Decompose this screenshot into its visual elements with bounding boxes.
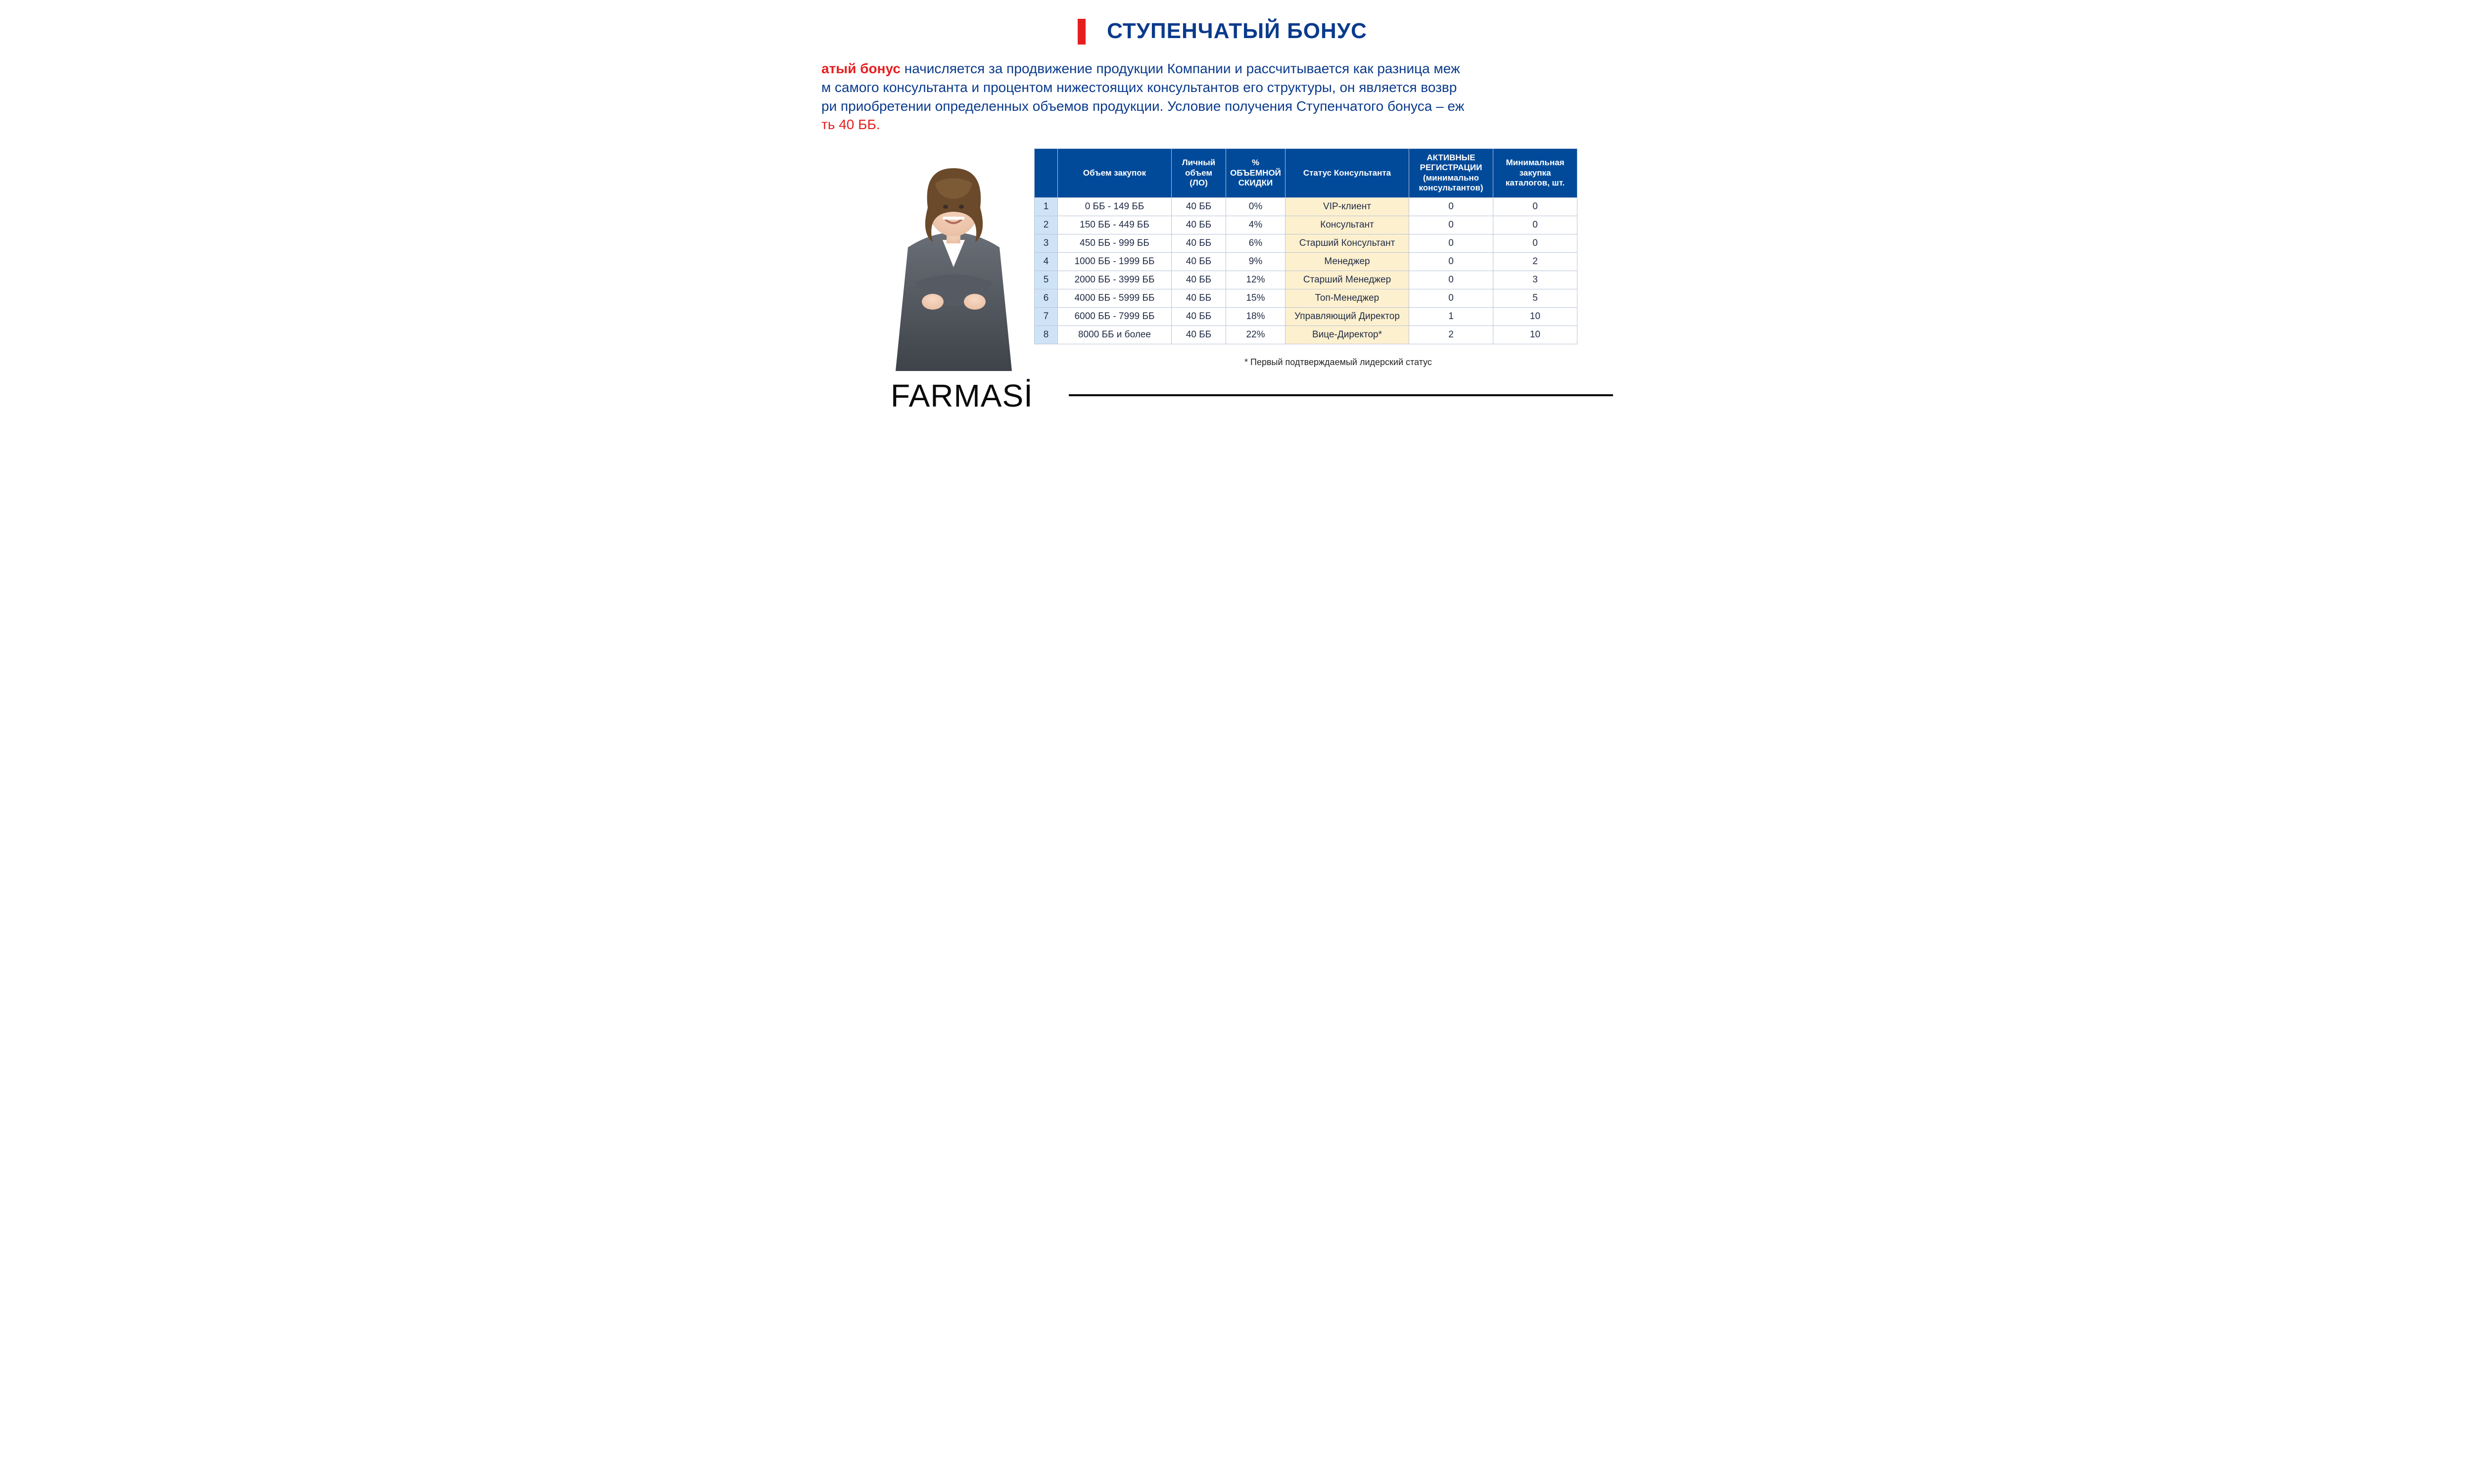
description-paragraph: атый бонус начисляется за продвижение пр… (821, 59, 1653, 134)
cell-lo: 40 ББ (1172, 289, 1226, 307)
cell-cat: 2 (1493, 252, 1577, 271)
th-lo: Личный объем (ЛО) (1172, 149, 1226, 198)
desc-line3: ри приобретении определенных объемов про… (821, 98, 1464, 114)
cell-status: VIP-клиент (1285, 197, 1409, 216)
cell-range: 150 ББ - 449 ББ (1058, 216, 1172, 234)
cell-idx: 3 (1035, 234, 1058, 252)
cell-pct: 6% (1226, 234, 1285, 252)
table-row: 41000 ББ - 1999 ББ40 ББ9%Менеджер02 (1035, 252, 1577, 271)
cell-pct: 22% (1226, 325, 1285, 344)
th-range: Объем закупок (1058, 149, 1172, 198)
cell-cat: 0 (1493, 197, 1577, 216)
cell-idx: 4 (1035, 252, 1058, 271)
cell-pct: 18% (1226, 307, 1285, 325)
cell-lo: 40 ББ (1172, 234, 1226, 252)
slide: СТУПЕНЧАТЫЙ БОНУС атый бонус начисляется… (861, 0, 1613, 423)
table-header: Объем закупок Личный объем (ЛО) % ОБЪЕМН… (1035, 149, 1577, 198)
th-reg: АКТИВНЫЕ РЕГИСТРАЦИИ (минимально консуль… (1409, 149, 1493, 198)
cell-range: 4000 ББ - 5999 ББ (1058, 289, 1172, 307)
cell-reg: 0 (1409, 252, 1493, 271)
table-row: 64000 ББ - 5999 ББ40 ББ15%Топ-Менеджер05 (1035, 289, 1577, 307)
cell-lo: 40 ББ (1172, 252, 1226, 271)
cell-idx: 1 (1035, 197, 1058, 216)
table-row: 2150 ББ - 449 ББ40 ББ4%Консультант00 (1035, 216, 1577, 234)
cell-status: Менеджер (1285, 252, 1409, 271)
cell-range: 8000 ББ и более (1058, 325, 1172, 344)
cell-cat: 0 (1493, 234, 1577, 252)
cell-cat: 5 (1493, 289, 1577, 307)
cell-pct: 15% (1226, 289, 1285, 307)
th-pct: % ОБЪЕМНОЙ СКИДКИ (1226, 149, 1285, 198)
cell-range: 6000 ББ - 7999 ББ (1058, 307, 1172, 325)
cell-status: Управляющий Директор (1285, 307, 1409, 325)
cell-status: Вице-Директор* (1285, 325, 1409, 344)
cell-range: 450 ББ - 999 ББ (1058, 234, 1172, 252)
cell-range: 1000 ББ - 1999 ББ (1058, 252, 1172, 271)
cell-cat: 10 (1493, 325, 1577, 344)
cell-pct: 9% (1226, 252, 1285, 271)
cell-reg: 0 (1409, 289, 1493, 307)
cell-reg: 0 (1409, 271, 1493, 289)
cell-idx: 5 (1035, 271, 1058, 289)
cell-lo: 40 ББ (1172, 197, 1226, 216)
cell-idx: 8 (1035, 325, 1058, 344)
cell-reg: 0 (1409, 216, 1493, 234)
table-body: 10 ББ - 149 ББ40 ББ0%VIP-клиент002150 ББ… (1035, 197, 1577, 344)
desc-lead: атый бонус (821, 61, 901, 76)
woman-image (888, 153, 1019, 371)
cell-cat: 3 (1493, 271, 1577, 289)
cell-range: 2000 ББ - 3999 ББ (1058, 271, 1172, 289)
cell-idx: 6 (1035, 289, 1058, 307)
cell-reg: 0 (1409, 197, 1493, 216)
desc-line2: м самого консультанта и процентом нижест… (821, 80, 1457, 95)
cell-cat: 10 (1493, 307, 1577, 325)
table-row: 76000 ББ - 7999 ББ40 ББ18%Управляющий Ди… (1035, 307, 1577, 325)
page-title: СТУПЕНЧАТЫЙ БОНУС (1107, 19, 1367, 44)
cell-status: Старший Менеджер (1285, 271, 1409, 289)
footnote: * Первый подтверждаемый лидерский статус (1244, 357, 1432, 368)
cell-idx: 7 (1035, 307, 1058, 325)
cell-lo: 40 ББ (1172, 271, 1226, 289)
brand-logo: FARMASİ (891, 377, 1033, 414)
cell-lo: 40 ББ (1172, 216, 1226, 234)
cell-idx: 2 (1035, 216, 1058, 234)
table-row: 10 ББ - 149 ББ40 ББ0%VIP-клиент00 (1035, 197, 1577, 216)
cell-cat: 0 (1493, 216, 1577, 234)
desc-line4: ть 40 ББ. (821, 117, 880, 132)
cell-pct: 4% (1226, 216, 1285, 234)
cell-pct: 12% (1226, 271, 1285, 289)
cell-lo: 40 ББ (1172, 325, 1226, 344)
divider-rule (1069, 394, 1613, 396)
bonus-table: Объем закупок Личный объем (ЛО) % ОБЪЕМН… (1034, 148, 1577, 344)
cell-reg: 0 (1409, 234, 1493, 252)
table-row: 88000 ББ и более40 ББ22%Вице-Директор*21… (1035, 325, 1577, 344)
cell-range: 0 ББ - 149 ББ (1058, 197, 1172, 216)
title-wrap: СТУПЕНЧАТЫЙ БОНУС (861, 19, 1613, 44)
cell-lo: 40 ББ (1172, 307, 1226, 325)
cell-reg: 1 (1409, 307, 1493, 325)
cell-reg: 2 (1409, 325, 1493, 344)
th-status: Статус Консультанта (1285, 149, 1409, 198)
desc-part1: начисляется за продвижение продукции Ком… (901, 61, 1460, 76)
cell-status: Топ-Менеджер (1285, 289, 1409, 307)
th-idx (1035, 149, 1058, 198)
th-cat: Минимальная закупка каталогов, шт. (1493, 149, 1577, 198)
cell-status: Старший Консультант (1285, 234, 1409, 252)
cell-pct: 0% (1226, 197, 1285, 216)
cell-status: Консультант (1285, 216, 1409, 234)
table-row: 52000 ББ - 3999 ББ40 ББ12%Старший Менедж… (1035, 271, 1577, 289)
table-row: 3450 ББ - 999 ББ40 ББ6%Старший Консульта… (1035, 234, 1577, 252)
